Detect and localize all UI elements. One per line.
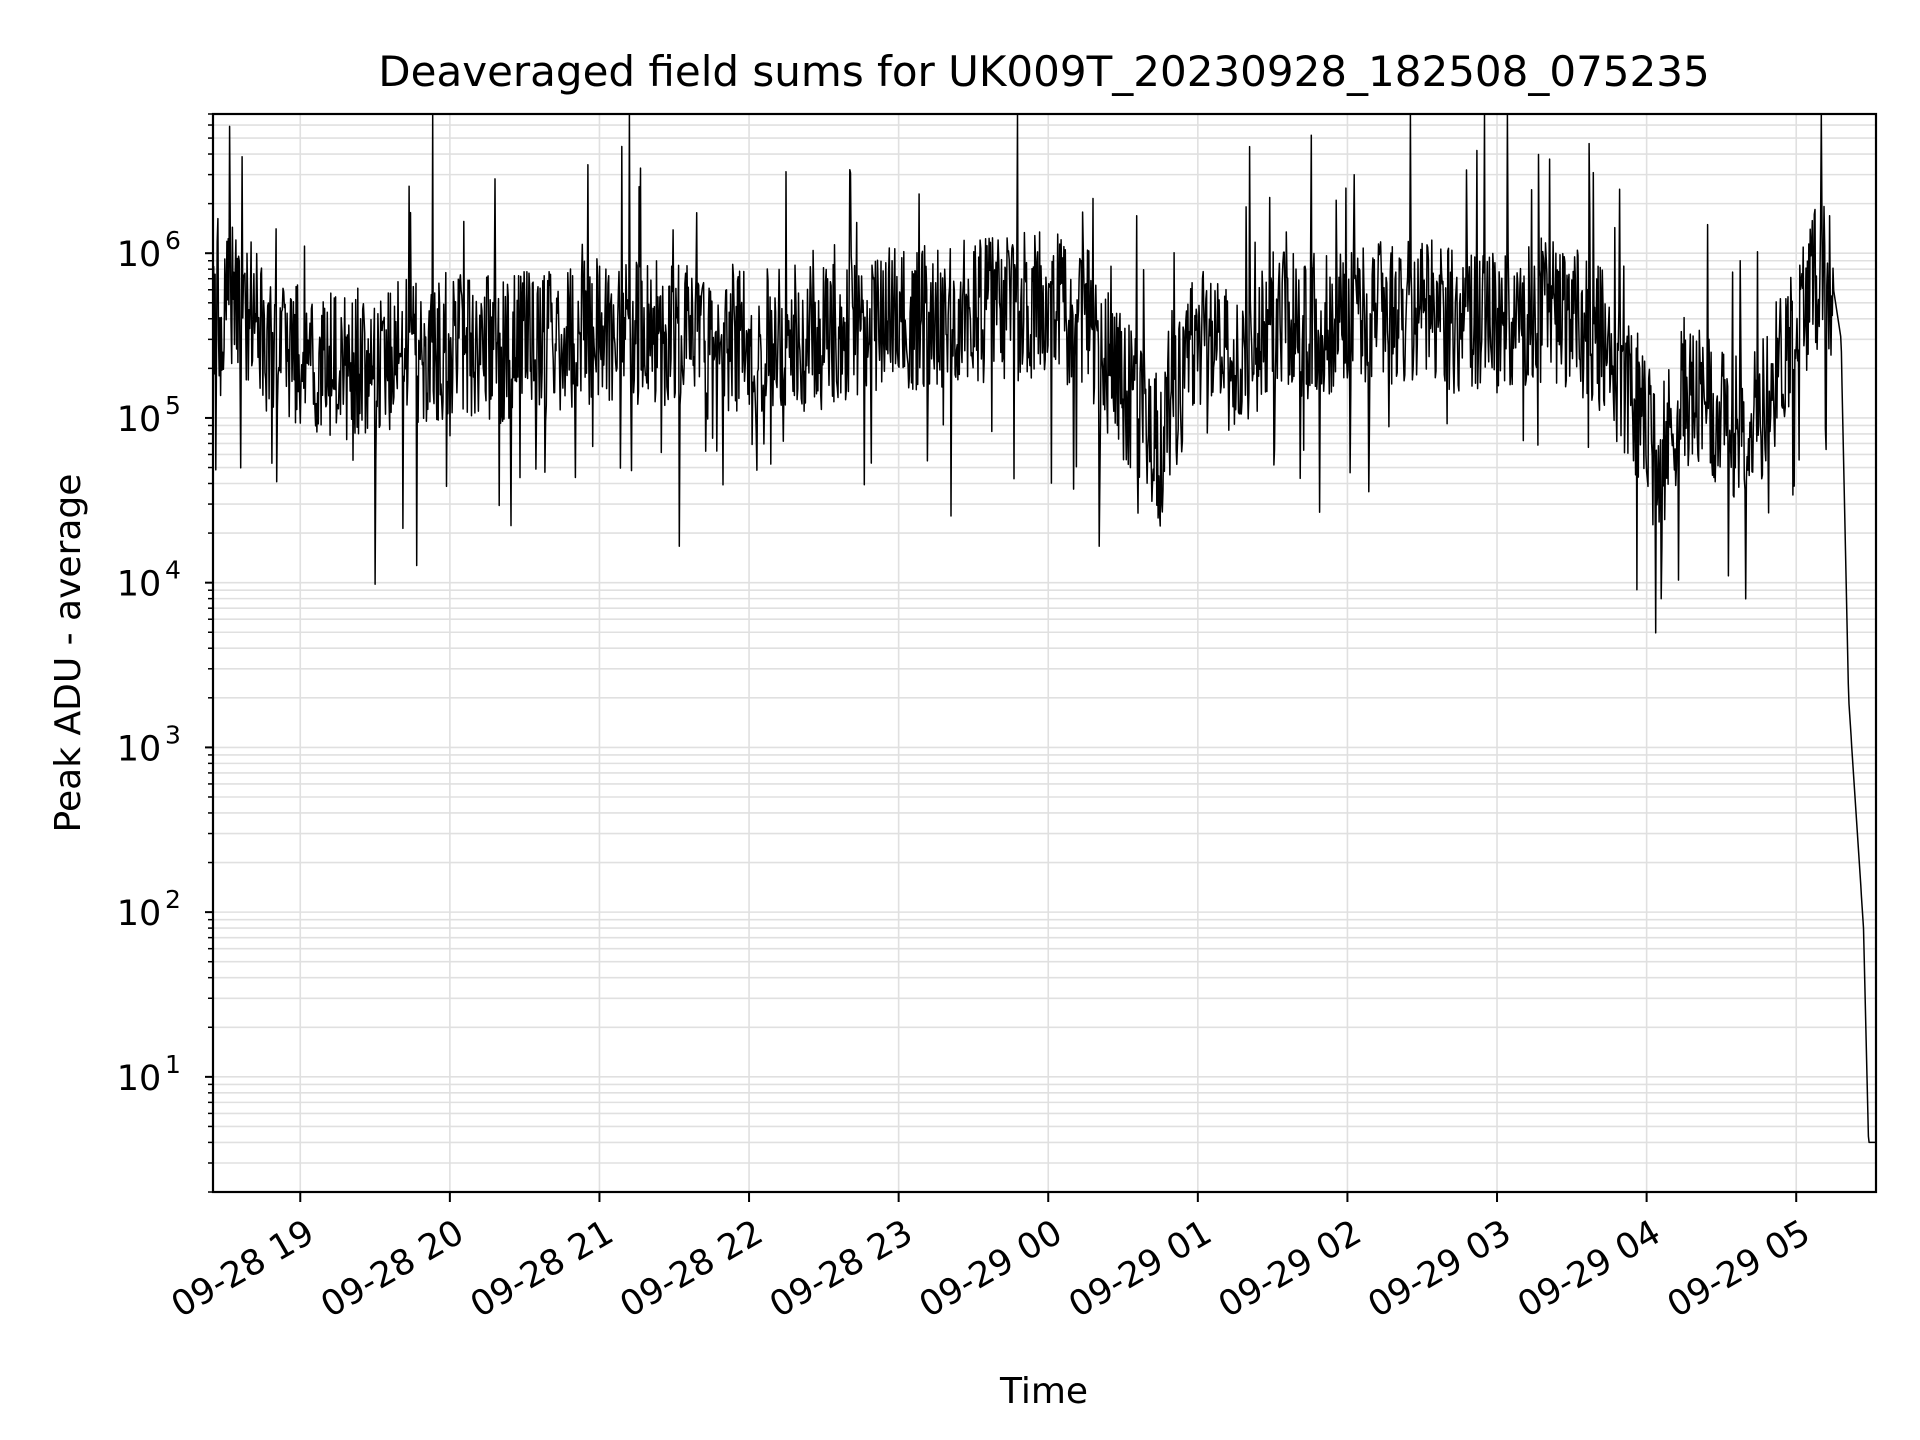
y-tick-label: 10 [117,894,162,934]
plot-frame [211,112,1878,1194]
y-tick-label: 10 [117,565,162,605]
y-tick-exponent: 5 [165,391,181,420]
y-tick-exponent: 1 [165,1050,181,1079]
y-tick-exponent: 3 [165,720,181,749]
grid-lines [213,113,1876,1193]
y-tick-exponent: 4 [165,556,181,585]
x-axis-label: Time [999,1371,1088,1412]
y-tick-label: 10 [117,1059,162,1099]
series-line [212,113,1877,1144]
chart-title: Deaveraged field sums for UK009T_2023092… [378,47,1709,96]
y-tick-exponent: 2 [165,885,181,914]
y-axis-label: Peak ADU - average [48,474,89,833]
y-tick-exponent: 6 [165,226,181,255]
y-tick-label: 10 [117,729,162,769]
y-tick-label: 10 [117,400,162,440]
y-tick-label: 10 [117,235,162,275]
